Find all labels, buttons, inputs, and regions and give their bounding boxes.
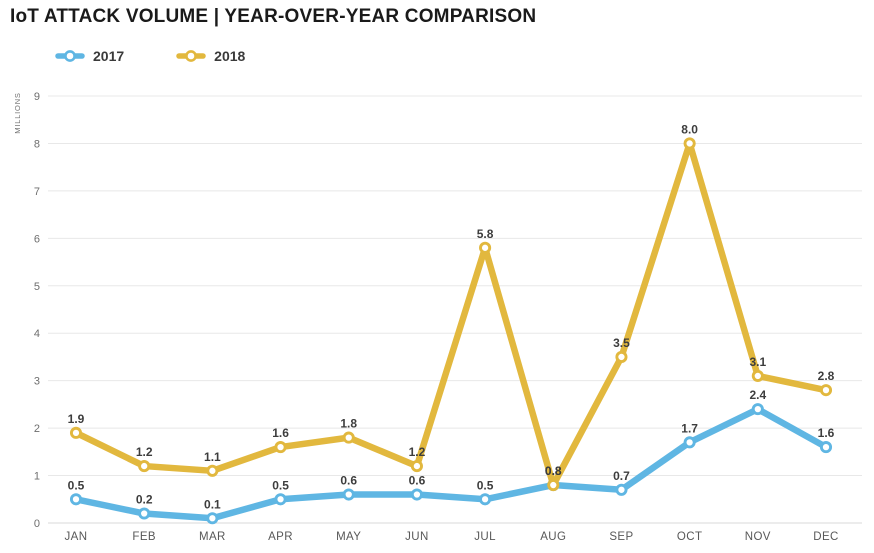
x-axis-tick-jul: JUL: [474, 531, 496, 543]
data-label-2018-feb: 1.2: [136, 445, 153, 459]
data-label-2018-mar: 1.1: [204, 450, 221, 464]
x-axis-tick-apr: APR: [268, 531, 293, 543]
data-point-2017-dec: [819, 441, 833, 454]
x-axis-tick-aug: AUG: [540, 531, 566, 543]
legend-marker-line-icon: [55, 50, 85, 62]
data-point-2018-mar: [206, 464, 219, 477]
y-axis-tick-1: 1: [34, 471, 40, 483]
data-point-2018-dec: [819, 384, 833, 397]
x-axis-tick-nov: NOV: [745, 531, 771, 543]
legend-label: 2017: [93, 48, 125, 64]
x-axis-tick-dec: DEC: [813, 531, 838, 543]
y-axis-tick-2: 2: [34, 423, 40, 435]
y-axis-tick-6: 6: [34, 233, 40, 245]
legend-label: 2018: [214, 48, 246, 64]
data-point-2017-mar: [206, 512, 219, 525]
data-point-2017-nov: [751, 403, 764, 416]
data-label-2017-feb: 0.2: [136, 493, 153, 507]
data-point-2018-apr: [274, 441, 287, 454]
data-point-2017-jan: [69, 493, 83, 506]
data-label-2018-aug: 0.8: [545, 464, 562, 478]
y-axis-tick-5: 5: [34, 281, 40, 293]
series-line-2017: [72, 405, 830, 522]
y-axis-tick-4: 4: [34, 328, 40, 340]
data-label-2018-dec: 2.8: [818, 369, 835, 383]
data-label-2017-sep: 0.7: [613, 469, 630, 483]
x-axis-tick-mar: MAR: [199, 531, 226, 543]
legend-marker-line-icon: [176, 50, 206, 62]
x-axis-tick-sep: SEP: [609, 531, 633, 543]
data-point-2017-sep: [615, 483, 628, 496]
y-axis-tick-0: 0: [34, 518, 40, 530]
data-point-2018-may: [342, 431, 355, 444]
legend-item-2017[interactable]: 2017: [55, 48, 124, 64]
data-label-2018-apr: 1.6: [272, 426, 289, 440]
data-label-2017-apr: 0.5: [272, 478, 289, 492]
data-point-2018-aug: [547, 478, 560, 492]
y-axis-label: MILLIONS: [13, 92, 22, 133]
data-label-2018-oct: 8.0: [681, 122, 698, 136]
x-axis-tick-jun: JUN: [405, 531, 429, 543]
data-label-2018-nov: 3.1: [749, 355, 766, 369]
data-point-2018-jan: [69, 426, 83, 439]
data-label-2017-jul: 0.5: [477, 478, 494, 492]
legend-item-2018[interactable]: 2018: [176, 48, 245, 64]
data-label-2017-may: 0.6: [340, 474, 357, 488]
y-axis-tick-7: 7: [34, 186, 40, 198]
data-point-2018-nov: [751, 369, 764, 382]
data-label-2018-may: 1.8: [340, 417, 357, 431]
page-title: IoT ATTACK VOLUME | YEAR-OVER-YEAR COMPA…: [10, 6, 537, 27]
data-label-2018-jan: 1.9: [68, 412, 85, 426]
x-axis-tick-oct: OCT: [677, 531, 702, 543]
data-label-2017-jun: 0.6: [409, 474, 426, 488]
data-label-2017-mar: 0.1: [204, 497, 221, 511]
y-axis-tick-3: 3: [34, 376, 40, 388]
legend: 2017 2018: [55, 48, 245, 64]
data-point-2017-oct: [683, 436, 696, 449]
data-label-2017-aug: 0.8: [545, 464, 562, 478]
data-point-2017-feb: [138, 507, 151, 520]
data-label-2017-oct: 1.7: [681, 421, 698, 435]
data-point-2017-jul: [479, 493, 492, 506]
x-axis-tick-feb: FEB: [132, 531, 156, 543]
data-point-2018-sep: [615, 350, 628, 363]
data-label-2018-jun: 1.2: [409, 445, 426, 459]
y-axis-tick-8: 8: [34, 138, 40, 150]
y-axis-tick-9: 9: [34, 91, 40, 103]
data-label-2018-sep: 3.5: [613, 336, 630, 350]
x-axis-tick-may: MAY: [336, 531, 361, 543]
data-point-2017-apr: [274, 493, 287, 506]
data-label-2017-dec: 1.6: [818, 426, 835, 440]
data-point-2018-feb: [138, 460, 151, 473]
data-point-2018-jul: [479, 241, 492, 254]
data-point-2017-jun: [410, 488, 423, 501]
series-line-2018: [72, 140, 830, 489]
data-point-2018-jun: [410, 460, 423, 473]
data-label-2017-jan: 0.5: [68, 478, 85, 492]
data-point-2017-may: [342, 488, 355, 501]
data-label-2018-jul: 5.8: [477, 227, 494, 241]
data-label-2017-nov: 2.4: [749, 388, 766, 402]
x-axis-tick-jan: JAN: [65, 531, 88, 543]
data-point-2018-oct: [683, 137, 696, 150]
